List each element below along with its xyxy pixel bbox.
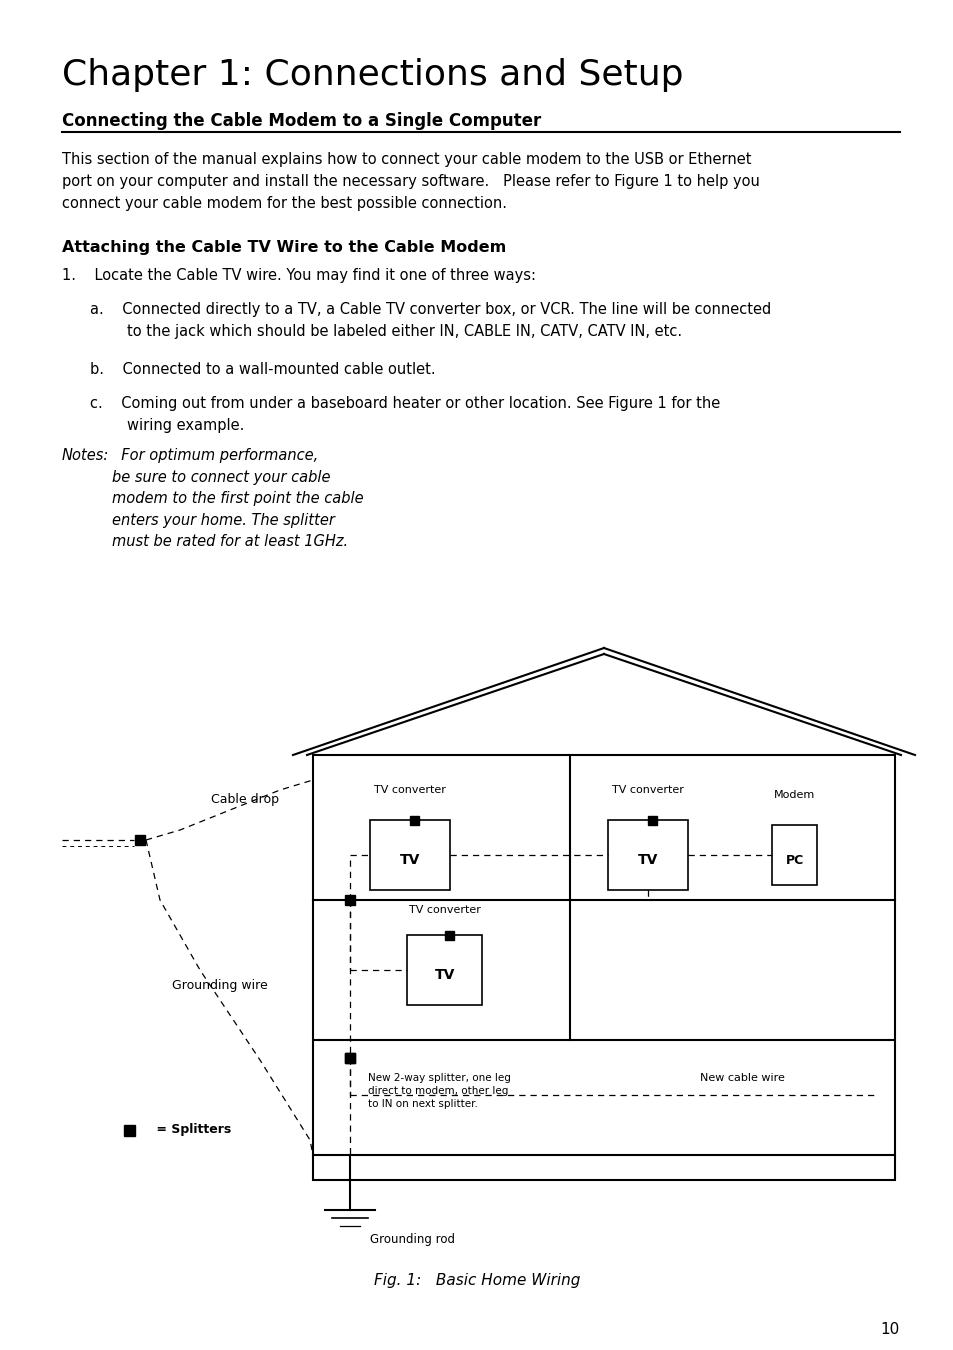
Text: c.    Coming out from under a baseboard heater or other location. See Figure 1 f: c. Coming out from under a baseboard hea… <box>90 396 720 410</box>
Text: Modem: Modem <box>774 790 815 801</box>
Text: TV converter: TV converter <box>612 784 683 795</box>
Text: TV converter: TV converter <box>409 904 480 915</box>
Text: port on your computer and install the necessary software.   Please refer to Figu: port on your computer and install the ne… <box>62 174 760 189</box>
Text: a.    Connected directly to a TV, a Cable TV converter box, or VCR. The line wil: a. Connected directly to a TV, a Cable T… <box>90 302 770 317</box>
Bar <box>135 836 145 845</box>
Text: For optimum performance,
be sure to connect your cable
modem to the first point : For optimum performance, be sure to conn… <box>112 448 363 549</box>
Text: 10: 10 <box>880 1323 899 1338</box>
Text: TV converter: TV converter <box>374 784 445 795</box>
Bar <box>125 1125 135 1135</box>
Text: Attaching the Cable TV Wire to the Cable Modem: Attaching the Cable TV Wire to the Cable… <box>62 240 506 255</box>
Text: This section of the manual explains how to connect your cable modem to the USB o: This section of the manual explains how … <box>62 153 751 167</box>
Bar <box>370 819 450 890</box>
Text: Grounding rod: Grounding rod <box>370 1234 455 1246</box>
Text: Notes:: Notes: <box>62 448 110 463</box>
Text: connect your cable modem for the best possible connection.: connect your cable modem for the best po… <box>62 196 506 211</box>
Text: TV: TV <box>399 853 419 867</box>
Text: Chapter 1: Connections and Setup: Chapter 1: Connections and Setup <box>62 58 682 92</box>
Text: to the jack which should be labeled either IN, CABLE IN, CATV, CATV IN, etc.: to the jack which should be labeled eith… <box>90 324 681 339</box>
Text: New 2-way splitter, one leg
direct to modem, other leg
to IN on next splitter.: New 2-way splitter, one leg direct to mo… <box>368 1073 511 1110</box>
Bar <box>445 930 454 940</box>
Bar <box>345 895 355 905</box>
Text: 1.    Locate the Cable TV wire. You may find it one of three ways:: 1. Locate the Cable TV wire. You may fin… <box>62 269 536 284</box>
Bar <box>345 1053 355 1062</box>
Text: = Splitters: = Splitters <box>152 1123 231 1137</box>
Bar <box>407 936 482 1004</box>
Text: PC: PC <box>785 853 803 867</box>
Bar <box>313 755 894 1180</box>
Text: Grounding wire: Grounding wire <box>172 979 268 991</box>
Bar <box>410 815 419 825</box>
Text: Connecting the Cable Modem to a Single Computer: Connecting the Cable Modem to a Single C… <box>62 112 540 130</box>
Text: b.    Connected to a wall-mounted cable outlet.: b. Connected to a wall-mounted cable out… <box>90 362 436 377</box>
Bar <box>648 815 657 825</box>
Bar <box>345 1053 355 1062</box>
Text: TV: TV <box>435 968 455 981</box>
Text: wiring example.: wiring example. <box>90 418 244 433</box>
Text: Cable drop: Cable drop <box>211 794 278 806</box>
Bar <box>607 819 687 890</box>
Text: New cable wire: New cable wire <box>700 1073 784 1083</box>
Text: TV: TV <box>638 853 658 867</box>
Text: Fig. 1:   Basic Home Wiring: Fig. 1: Basic Home Wiring <box>374 1273 579 1288</box>
Bar <box>772 825 817 886</box>
